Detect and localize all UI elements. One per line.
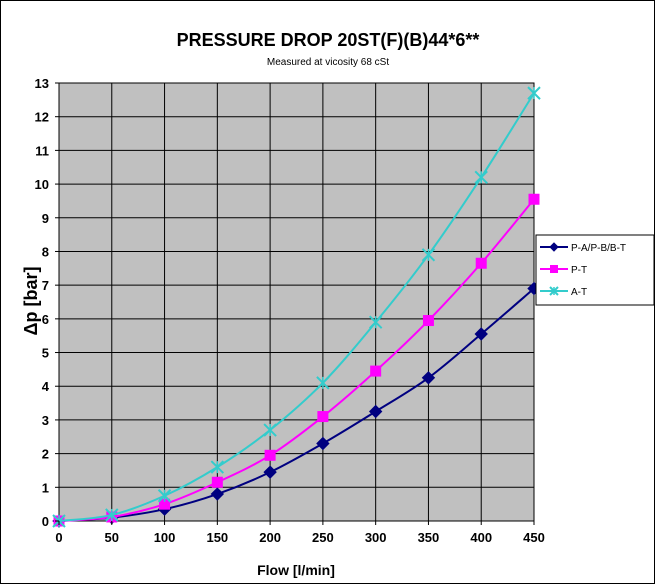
x-tick-label: 300 — [365, 530, 387, 545]
y-tick-label: 2 — [42, 447, 49, 462]
data-point-x — [157, 489, 172, 503]
x-tick-label: 250 — [312, 530, 334, 545]
y-tick-label: 3 — [42, 413, 49, 428]
data-point-x — [263, 423, 277, 437]
series-layer — [52, 86, 541, 528]
y-tick-label: 7 — [42, 278, 49, 293]
series-line — [58, 287, 535, 522]
y-tick-label: 8 — [42, 244, 49, 259]
x-tick-label: 50 — [105, 530, 119, 545]
data-point-square — [211, 476, 223, 488]
y-tick-label: 6 — [42, 312, 49, 327]
x-tick-label: 200 — [259, 530, 281, 545]
chart-title: PRESSURE DROP 20ST(F)(B)44*6** — [177, 30, 480, 50]
x-tick-label: 450 — [523, 530, 545, 545]
data-point-x — [474, 170, 488, 185]
legend-label: P-T — [571, 265, 587, 276]
data-point-x — [316, 376, 330, 390]
y-tick-label: 5 — [42, 346, 49, 361]
y-tick-label: 10 — [35, 177, 49, 192]
legend-label: P-A/P-B/B-T — [571, 243, 626, 254]
x-tick-label: 400 — [470, 530, 492, 545]
chart-subtitle: Measured at vicosity 68 cSt — [267, 57, 389, 68]
data-point-x — [527, 86, 541, 100]
data-point-square — [422, 315, 434, 327]
data-point-square — [550, 265, 558, 273]
x-tick-label: 350 — [418, 530, 440, 545]
data-point-square — [475, 257, 487, 269]
data-point-diamond — [316, 436, 330, 451]
y-tick-label: 1 — [42, 480, 49, 495]
series-line — [58, 92, 535, 522]
x-axis-title: Flow [l/min] — [257, 562, 335, 578]
plot-area — [58, 82, 535, 522]
data-point-square — [317, 411, 329, 423]
data-point-diamond — [263, 465, 277, 479]
series-line — [58, 198, 535, 522]
data-point-diamond — [368, 404, 383, 419]
y-tick-label: 12 — [35, 110, 49, 125]
data-point-x — [549, 286, 559, 296]
y-tick-label: 11 — [35, 143, 49, 158]
data-point-x — [210, 460, 225, 474]
data-point-square — [264, 449, 276, 461]
y-tick-label: 9 — [42, 211, 49, 226]
data-point-diamond — [210, 487, 225, 501]
y-tick-label: 0 — [42, 514, 49, 529]
y-axis-title: Δp [bar] — [21, 267, 41, 336]
y-tick-label: 13 — [35, 76, 49, 91]
plot-background — [58, 82, 535, 522]
x-tick-label: 150 — [206, 530, 228, 545]
data-point-x — [421, 248, 436, 262]
data-point-diamond — [549, 242, 559, 252]
x-tick-label: 0 — [55, 530, 62, 545]
data-point-diamond — [474, 327, 488, 341]
data-point-square — [370, 365, 382, 377]
data-point-diamond — [421, 371, 436, 385]
data-point-x — [368, 315, 383, 329]
x-tick-label: 100 — [154, 530, 176, 545]
data-point-square — [159, 498, 171, 510]
y-tick-label: 4 — [42, 379, 50, 394]
legend: P-A/P-B/B-T P-T A-T — [535, 234, 654, 306]
series-a-t — [52, 86, 541, 528]
data-point-x — [105, 508, 119, 522]
data-point-square — [528, 193, 540, 205]
legend-label: A-T — [571, 287, 587, 298]
